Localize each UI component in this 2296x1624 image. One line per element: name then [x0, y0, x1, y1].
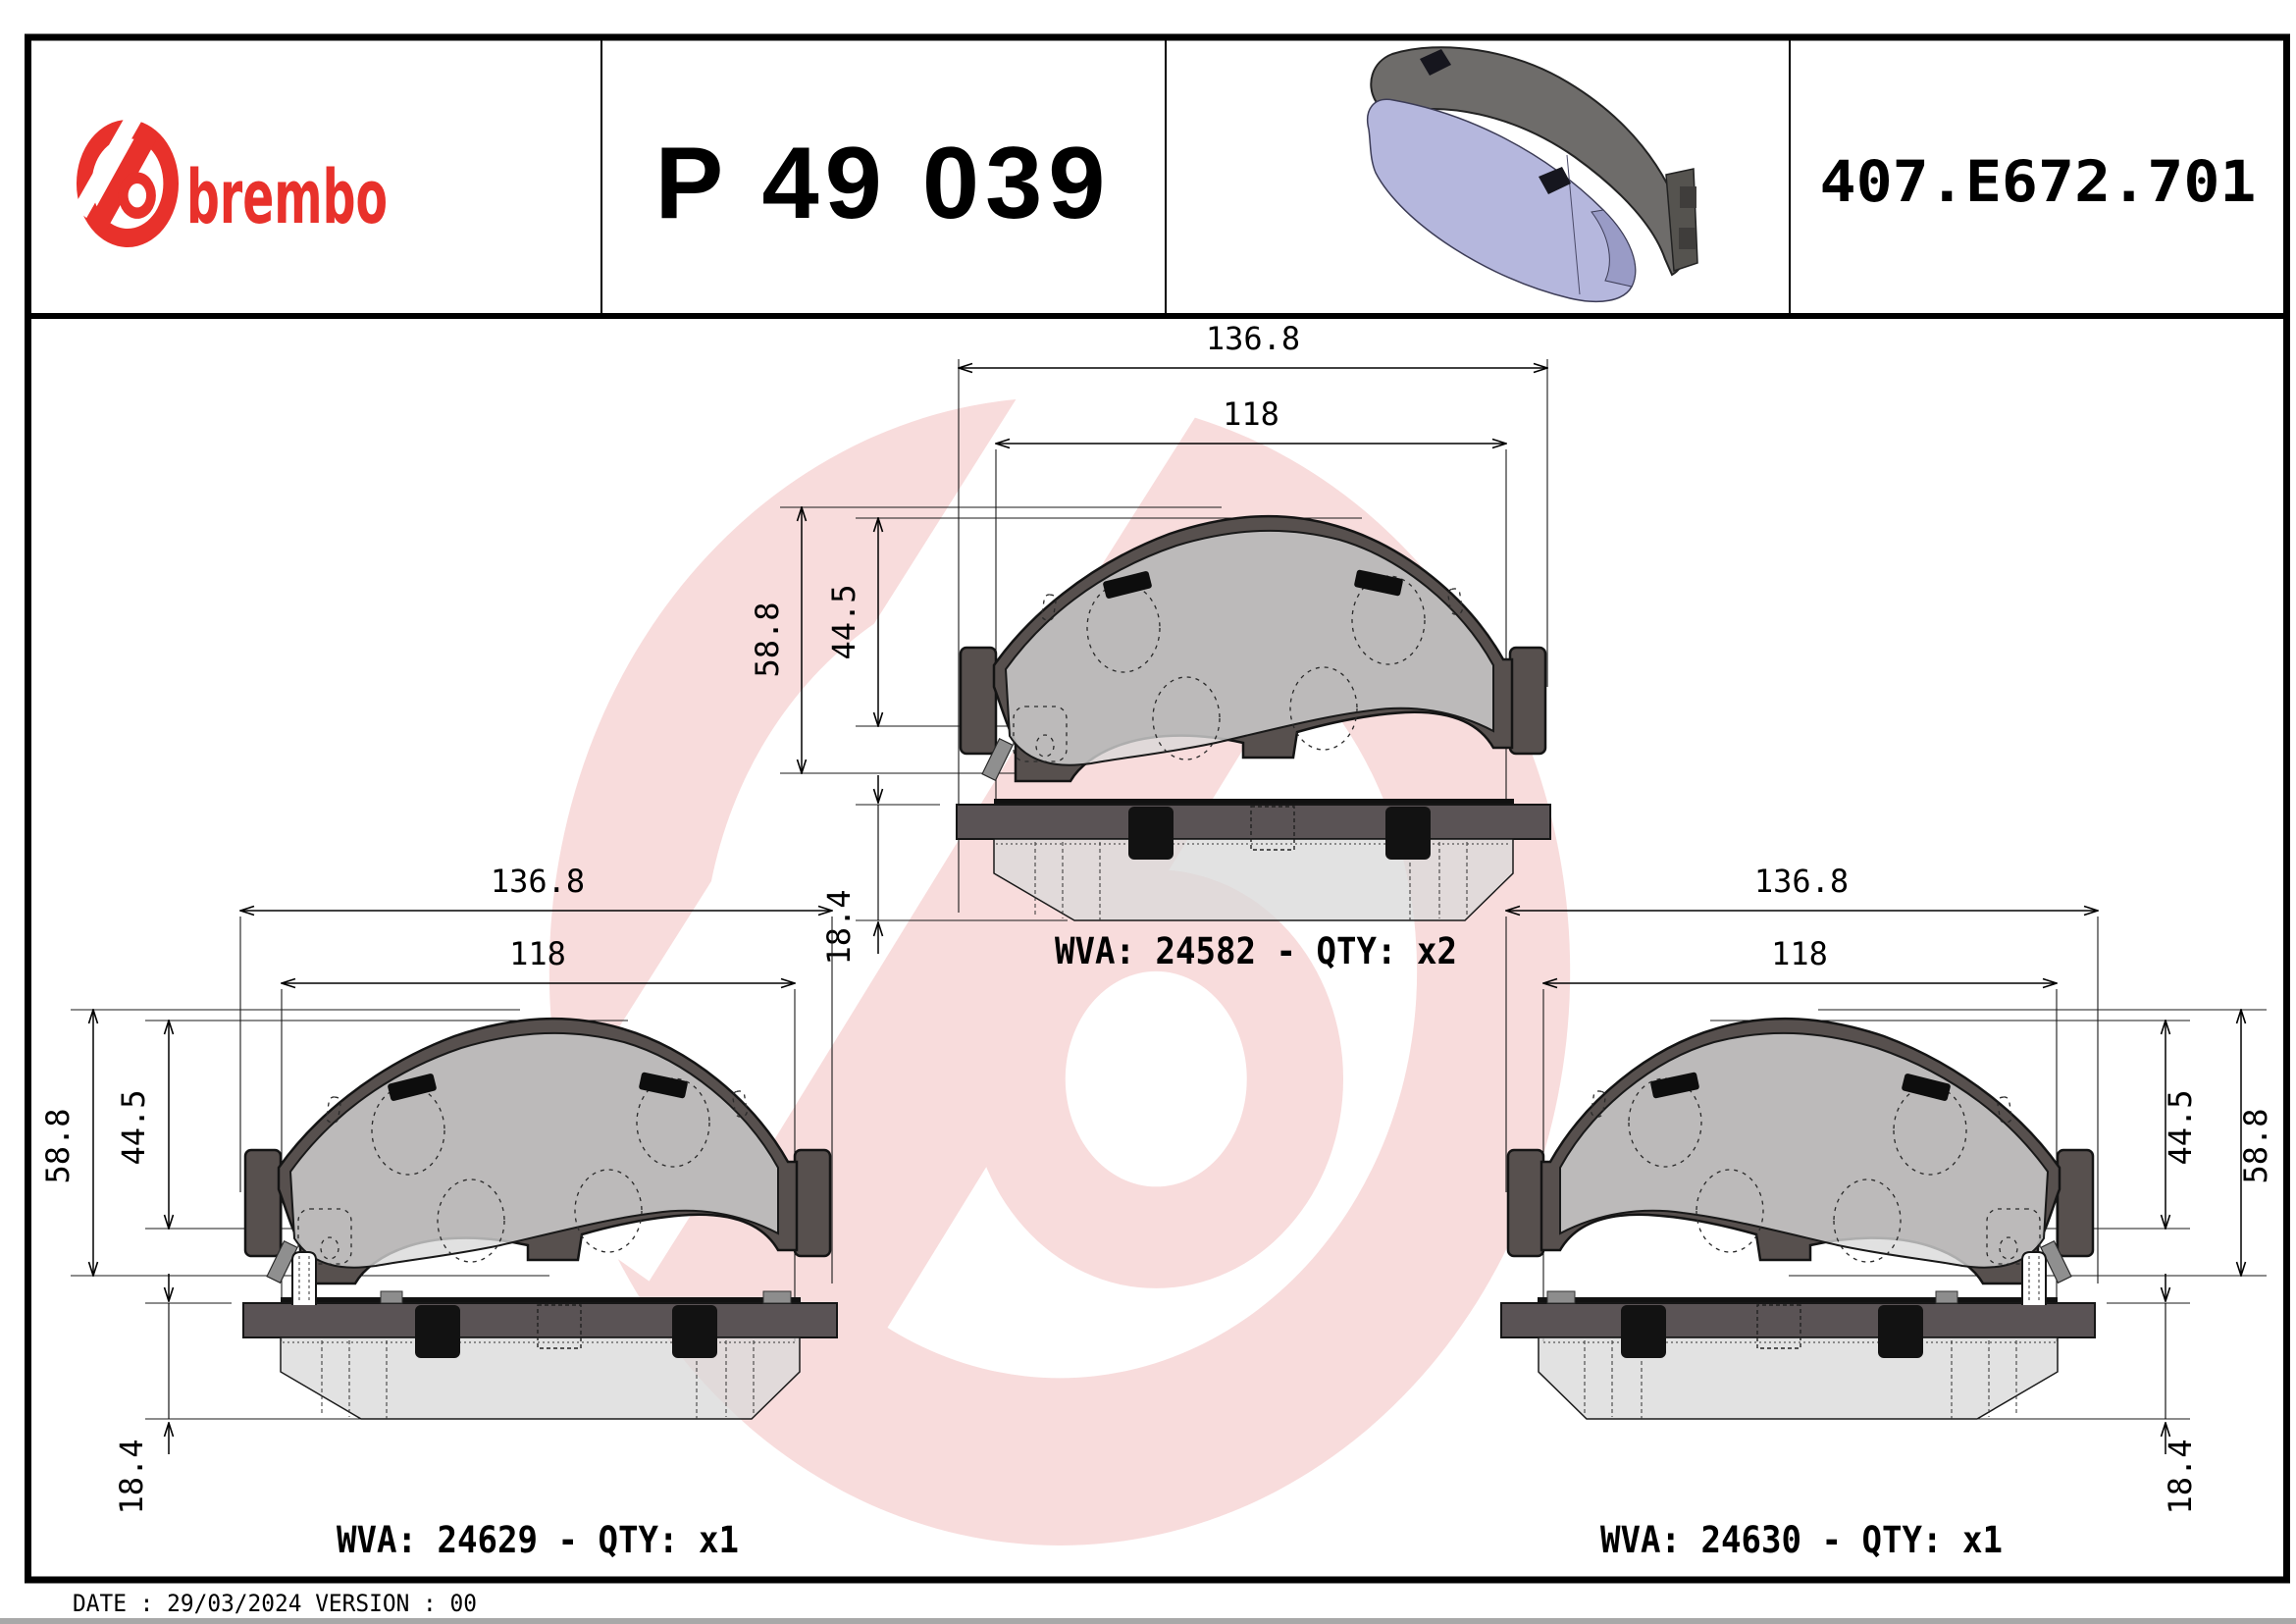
dim-pad-width: 118: [1771, 935, 1828, 972]
dim-overall-height: 58.8: [749, 602, 786, 677]
dim-thickness: 18.4: [2162, 1439, 2199, 1514]
dim-overall-width: 136.8: [1754, 863, 1849, 900]
dim-pad-width: 118: [509, 935, 566, 972]
dim-thickness: 18.4: [113, 1439, 150, 1514]
drawing-outer-pad-left: 136.8 118 58.8 44.5 18.4 WVA: 24629 - QT…: [39, 863, 837, 1561]
dim-pad-height: 44.5: [825, 584, 862, 659]
dim-pad-height: 44.5: [2162, 1089, 2199, 1165]
brembo-logo-icon: [73, 103, 180, 247]
drawing-inner-pad: 136.8 118 58.8 44.5 18.4 WVA: 24582 - QT…: [749, 320, 1551, 972]
dim-thickness: 18.4: [820, 889, 858, 965]
page-border: [0, 33, 2296, 1624]
dim-overall-height: 58.8: [39, 1108, 77, 1183]
dim-pad-width: 118: [1223, 395, 1279, 433]
wva-label: WVA: 24630 - QTY: x1: [1600, 1519, 2003, 1561]
dim-overall-width: 136.8: [1206, 320, 1300, 357]
catalog-number: 407.E672.701: [1820, 148, 2257, 215]
pad-3d-image: [1367, 46, 1698, 303]
wva-label: WVA: 24582 - QTY: x2: [1055, 930, 1457, 972]
dim-overall-height: 58.8: [2237, 1108, 2274, 1183]
page-bottom-edge: [0, 1618, 2296, 1624]
wva-label: WVA: 24629 - QTY: x1: [337, 1519, 739, 1561]
dim-overall-width: 136.8: [491, 863, 585, 900]
footer-date-version: DATE : 29/03/2024 VERSION : 00: [73, 1590, 477, 1617]
brand-wordmark: brembo: [186, 153, 388, 240]
part-number: P 49 039: [655, 127, 1112, 240]
dim-pad-height: 44.5: [115, 1089, 152, 1165]
header: brembo P 49 039 407.E672.701: [73, 46, 2257, 303]
drawing-outer-pad-right: 136.8 118 44.5 58.8 18.4 WVA: 24630 - QT…: [1501, 863, 2274, 1561]
